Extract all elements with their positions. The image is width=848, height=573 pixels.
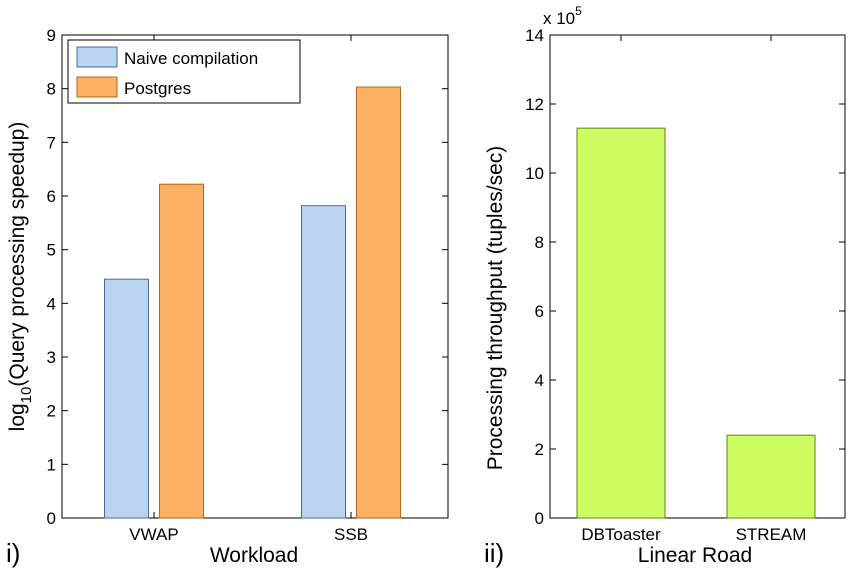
x-tick-label-dbtoaster: DBToaster [581,525,661,544]
y-tick-label: 6 [47,187,56,206]
plot-area-speedup [61,34,449,519]
y-tick-label: 7 [47,133,56,152]
bar-naive-compilation-ssb [301,205,346,519]
plot-area-throughput [549,34,846,519]
y-tick-label: 4 [47,294,56,313]
y-tick-label: 8 [535,233,544,252]
y-tick-label: 8 [47,80,56,99]
y-axis-label-speedup: log10(Query processing speedup) [6,122,35,432]
legend-swatch-postgres [76,76,118,98]
bar-naive-compilation-vwap [104,278,149,519]
bar-postgres-vwap [159,183,204,519]
y-tick-label: 6 [535,302,544,321]
x-axis-label-throughput: Linear Road [638,544,752,567]
y-tick-label: 10 [525,164,544,183]
x-tick-label-ssb: SSB [334,525,368,544]
bar-series-dbtoaster [576,127,666,519]
x-axis-label-speedup: Workload [210,544,298,567]
y-tick-label: 0 [535,509,544,528]
y-axis-label-throughput: Processing throughput (tuples/sec) [484,146,507,471]
legend-swatch-naive [76,46,118,68]
y-tick-label: 0 [47,509,56,528]
y-tick-label: 14 [525,26,544,45]
chart-throughput: 0 2 4 6 8 10 12 14 DBToaster STREAM Processing th… [484,4,846,568]
panel-label-ii: ii) [484,538,504,568]
y-tick-label: 4 [535,371,544,390]
x-tick-label-vwap: VWAP [129,525,178,544]
legend-label-naive: Naive compilation [124,49,258,68]
bar-postgres-ssb [356,86,401,519]
y-tick-label: 1 [47,455,56,474]
y-tick-label: 9 [47,26,56,45]
y-tick-label: 2 [47,402,56,421]
bar-series-stream [726,434,816,519]
y-tick-label: 3 [47,348,56,367]
scale-multiplier: x 105 [543,4,582,28]
panel-label-i: i) [6,538,20,568]
legend-label-postgres: Postgres [124,79,191,98]
y-tick-label: 5 [47,241,56,260]
x-tick-label-stream: STREAM [736,525,807,544]
legend: Naive compilation Postgres [67,39,301,104]
y-tick-label: 2 [535,440,544,459]
y-tick-label: 12 [525,95,544,114]
chart-speedup: 0 1 2 3 4 5 6 7 8 9 VWAP SSB log10(Query processing… [6,26,449,568]
